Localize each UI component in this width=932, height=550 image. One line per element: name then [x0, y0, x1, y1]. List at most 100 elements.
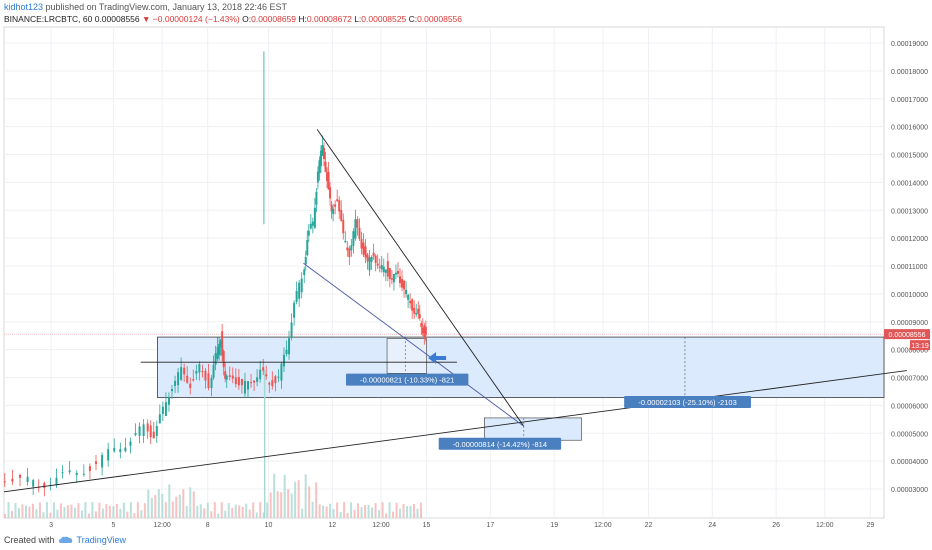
candle-body — [362, 242, 365, 255]
candle-body — [113, 447, 116, 452]
volume-bar — [136, 502, 139, 518]
volume-bar — [248, 509, 251, 518]
candle-body — [3, 481, 6, 483]
candle-body — [300, 278, 303, 293]
candle-body — [360, 238, 363, 249]
candle-body — [336, 199, 339, 202]
tradingview-cloud-icon — [58, 536, 72, 543]
volume-bar — [28, 506, 31, 518]
y-tick-label: 0.00011000 — [891, 264, 928, 271]
candle-body — [204, 370, 207, 381]
candle-body — [420, 323, 423, 327]
candle-body — [274, 376, 277, 384]
volume-bar — [234, 504, 237, 518]
candle-body — [95, 461, 97, 464]
volume-bar — [189, 487, 192, 518]
y-tick-label: 0.00006000 — [891, 403, 928, 410]
candle-body — [307, 230, 310, 236]
volume-bar — [273, 473, 276, 518]
x-tick-label: 12:00 — [153, 522, 171, 529]
volume-bar — [322, 505, 325, 518]
candle-body — [285, 349, 288, 355]
volume-bar — [35, 509, 38, 518]
volume-bar — [280, 492, 283, 518]
candle-body — [222, 350, 225, 368]
candle-body — [134, 432, 137, 436]
x-tick-label: 17 — [487, 522, 495, 529]
candle-body — [354, 219, 357, 239]
y-tick-label: 0.00005000 — [891, 431, 928, 438]
x-tick-label: 12 — [328, 522, 336, 529]
candle-body — [219, 340, 222, 348]
candle-body — [315, 192, 318, 205]
candle-body — [329, 187, 332, 199]
candle-body — [405, 289, 408, 295]
measure-label: -0.00000821 (-10.33%) -821 — [360, 376, 454, 385]
x-tick-label: 26 — [772, 522, 780, 529]
volume-bar — [406, 506, 409, 518]
candle-body — [256, 377, 259, 382]
tradingview-link[interactable]: TradingView — [76, 535, 127, 545]
volume-bar — [220, 502, 223, 518]
candle-body — [382, 266, 385, 273]
candle-body — [101, 455, 104, 468]
volume-bar — [315, 482, 318, 518]
volume-bar — [122, 502, 125, 518]
x-tick-label: 29 — [867, 522, 875, 529]
candle-body — [348, 248, 351, 258]
volume-bar — [371, 507, 374, 518]
candle-body — [119, 449, 122, 453]
candle-body — [306, 240, 309, 256]
candle-body — [304, 257, 307, 265]
volume-bar — [182, 489, 185, 518]
candle-body — [107, 449, 110, 461]
low-label: L: — [354, 14, 362, 24]
volume-bar — [126, 511, 129, 518]
close-value: 0.00008556 — [417, 14, 463, 24]
x-tick-label: 12:00 — [816, 522, 834, 529]
countdown-text: 13:19 — [911, 343, 929, 350]
price-chart[interactable]: 0.00019000 0.00018000 0.00017000 0.00016000… — [0, 25, 932, 530]
support-trendline — [3, 370, 907, 493]
volume-spike — [263, 370, 266, 518]
volume-bar — [143, 503, 146, 518]
candle-body — [321, 145, 324, 156]
author-link[interactable]: kidhot123 — [4, 2, 44, 12]
volume-bar — [14, 502, 17, 518]
candle-body — [372, 252, 375, 257]
candle-body — [346, 247, 349, 251]
candle-body — [129, 441, 132, 446]
candle-body — [340, 209, 343, 221]
candle-body — [418, 314, 421, 319]
candle-body — [237, 377, 240, 386]
y-tick-label: 0.00013000 — [891, 208, 928, 215]
volume-bar — [84, 502, 87, 518]
volume-bar — [388, 502, 391, 518]
y-tick-label: 0.00008000 — [891, 348, 928, 355]
candle-body — [155, 425, 158, 436]
candle-body — [378, 266, 381, 268]
y-tick-label: 0.00004000 — [891, 459, 928, 466]
candle-body — [195, 370, 198, 374]
high-value: 0.00008672 — [306, 14, 352, 24]
candle-body — [174, 380, 177, 386]
volume-bar — [332, 509, 335, 518]
candle-body — [268, 382, 271, 385]
volume-bar — [98, 502, 101, 518]
symbol-header: BINANCE:LRCBTC, 60 0.00008556 ▼ −0.00000… — [4, 14, 462, 24]
candle-body — [399, 276, 401, 284]
last-price-tag-text: 0.00008556 — [889, 332, 926, 339]
candle-body — [224, 371, 227, 379]
volume-bar — [199, 504, 202, 518]
candle-body — [293, 302, 296, 318]
candle-body — [326, 172, 329, 181]
volume-bar — [66, 505, 69, 518]
candle-body — [324, 161, 327, 173]
volume-bar — [171, 501, 174, 518]
volume-bar — [245, 503, 248, 518]
candle-body — [61, 472, 64, 474]
candle-body — [11, 478, 14, 482]
volume-bar — [301, 508, 304, 518]
volume-bar — [206, 502, 209, 518]
volume-bar — [63, 506, 66, 518]
